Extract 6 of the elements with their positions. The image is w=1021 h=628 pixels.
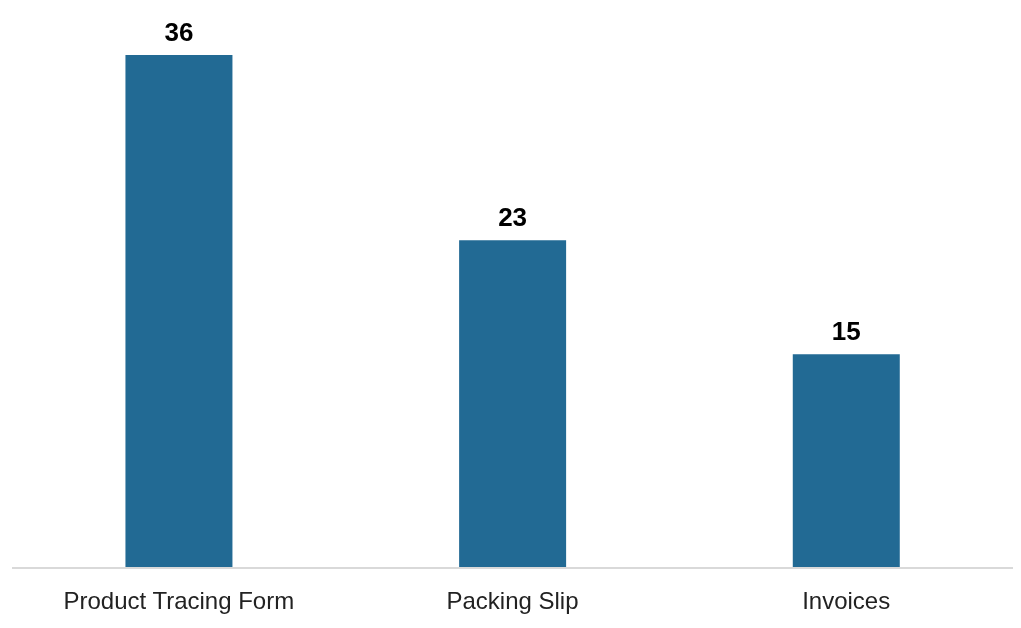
data-label: 23 bbox=[498, 202, 528, 233]
x-tick-label: Product Tracing Form bbox=[63, 587, 295, 615]
data-label: 15 bbox=[831, 316, 861, 347]
x-tick-label: Packing Slip bbox=[446, 587, 579, 615]
data-label: 36 bbox=[164, 17, 194, 47]
x-tick-label: Invoices bbox=[802, 587, 891, 615]
